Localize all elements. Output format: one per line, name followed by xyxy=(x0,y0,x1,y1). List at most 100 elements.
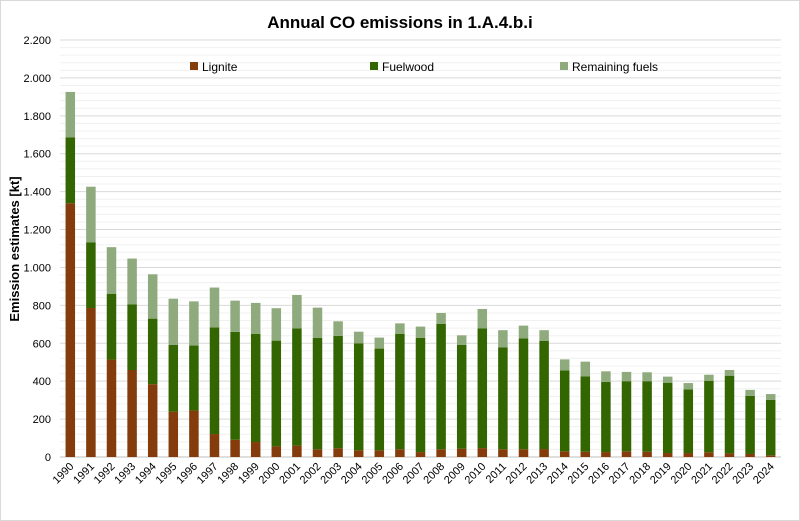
y-tick-label: 400 xyxy=(33,376,51,388)
x-tick-label: 2015 xyxy=(566,461,592,487)
y-tick-label: 2.200 xyxy=(23,35,51,47)
bar-remaining-fuels-1996 xyxy=(189,301,199,346)
bar-fuelwood-2019 xyxy=(662,382,673,454)
bar-remaining-fuels-2004 xyxy=(353,331,364,344)
x-tick-label: 2016 xyxy=(586,461,612,487)
bar-remaining-fuels-2018 xyxy=(642,372,652,382)
x-tick-label: 2021 xyxy=(689,461,715,487)
bar-lignite-2007 xyxy=(415,452,426,457)
y-tick-label: 200 xyxy=(33,414,51,426)
bar-remaining-fuels-2023 xyxy=(745,389,755,396)
bar-fuelwood-2020 xyxy=(683,389,694,454)
bar-lignite-2015 xyxy=(580,451,591,457)
bar-remaining-fuels-2001 xyxy=(292,294,302,329)
bar-fuelwood-2011 xyxy=(498,347,508,450)
bar-remaining-fuels-1999 xyxy=(250,302,261,334)
y-tick-label: 1.200 xyxy=(23,225,51,237)
bar-lignite-2012 xyxy=(518,449,529,457)
bar-fuelwood-2001 xyxy=(292,328,302,446)
x-tick-label: 2019 xyxy=(648,461,674,487)
bar-remaining-fuels-2016 xyxy=(601,371,611,382)
x-tick-label: 2006 xyxy=(380,461,406,487)
bar-remaining-fuels-2014 xyxy=(559,359,570,371)
bar-remaining-fuels-1995 xyxy=(168,298,179,345)
bar-remaining-fuels-1998 xyxy=(230,300,240,332)
bar-fuelwood-2017 xyxy=(621,381,632,452)
bar-lignite-2020 xyxy=(683,453,694,457)
bar-remaining-fuels-2015 xyxy=(580,361,591,377)
x-tick-label: 2011 xyxy=(484,461,509,486)
x-tick-label: 1991 xyxy=(71,461,97,487)
bar-fuelwood-2023 xyxy=(745,395,755,454)
bar-remaining-fuels-2009 xyxy=(456,335,467,345)
x-tick-label: 2023 xyxy=(730,461,756,487)
bar-remaining-fuels-1991 xyxy=(86,186,96,243)
bar-lignite-2016 xyxy=(601,452,611,457)
bar-fuelwood-2014 xyxy=(559,370,570,452)
bar-lignite-2014 xyxy=(559,451,570,457)
bar-fuelwood-2000 xyxy=(271,340,282,447)
x-tick-label: 2003 xyxy=(318,461,344,487)
bar-remaining-fuels-2002 xyxy=(312,307,323,338)
bar-fuelwood-1997 xyxy=(209,327,220,435)
y-tick-label: 1.600 xyxy=(23,149,51,161)
bar-lignite-2005 xyxy=(374,450,385,457)
bar-lignite-1996 xyxy=(189,410,199,457)
bar-lignite-2017 xyxy=(621,451,632,457)
x-tick-label: 1997 xyxy=(195,461,221,487)
bar-fuelwood-1996 xyxy=(189,345,199,411)
x-tick-label: 2008 xyxy=(421,461,447,487)
bar-fuelwood-2022 xyxy=(724,375,735,454)
x-tick-label: 2005 xyxy=(360,461,386,487)
bar-remaining-fuels-1992 xyxy=(106,247,117,294)
bar-fuelwood-1993 xyxy=(127,304,137,370)
y-tick-label: 1.400 xyxy=(23,187,51,199)
y-tick-label: 600 xyxy=(33,338,51,350)
x-tick-label: 2024 xyxy=(751,461,777,487)
bar-remaining-fuels-2021 xyxy=(704,374,714,381)
bar-remaining-fuels-2005 xyxy=(374,337,385,349)
x-tick-label: 2014 xyxy=(545,461,571,487)
bar-remaining-fuels-2007 xyxy=(415,326,426,338)
bar-remaining-fuels-1990 xyxy=(65,91,76,138)
bar-remaining-fuels-2020 xyxy=(683,383,694,390)
x-tick-label: 2000 xyxy=(257,461,283,487)
x-tick-label: 2002 xyxy=(298,461,324,487)
bar-fuelwood-2003 xyxy=(333,335,343,449)
bar-remaining-fuels-2019 xyxy=(662,376,673,383)
x-tick-label: 2004 xyxy=(339,461,365,487)
bar-fuelwood-2005 xyxy=(374,348,385,451)
bar-lignite-2002 xyxy=(312,449,323,457)
bar-lignite-2011 xyxy=(498,449,508,457)
bar-lignite-2024 xyxy=(765,455,776,457)
bar-fuelwood-2013 xyxy=(539,340,549,450)
x-tick-label: 2022 xyxy=(710,461,736,487)
y-axis-ticks: 0 200 400 600 800 1.000 1.200 1.400 1.600 1.800 2.… xyxy=(23,35,51,464)
bar-lignite-2009 xyxy=(456,448,467,457)
bar-fuelwood-2006 xyxy=(395,333,405,450)
bars xyxy=(65,91,776,457)
bar-fuelwood-2010 xyxy=(477,328,488,449)
bar-lignite-2018 xyxy=(642,451,652,457)
y-tick-label: 1.800 xyxy=(23,111,51,123)
bar-lignite-2000 xyxy=(271,446,282,457)
x-tick-label: 1998 xyxy=(215,461,241,487)
bar-lignite-2004 xyxy=(353,450,364,457)
bar-remaining-fuels-2024 xyxy=(765,394,776,400)
x-tick-label: 2018 xyxy=(627,461,653,487)
x-tick-label: 2017 xyxy=(607,461,633,487)
bar-remaining-fuels-1994 xyxy=(147,274,158,319)
bar-fuelwood-2018 xyxy=(642,381,652,452)
bar-fuelwood-2024 xyxy=(765,399,776,456)
bar-remaining-fuels-2011 xyxy=(498,330,508,348)
bar-lignite-2003 xyxy=(333,448,343,457)
legend-swatch xyxy=(190,62,198,70)
x-tick-label: 2001 xyxy=(277,461,303,487)
chart-title: Annual CO emissions in 1.A.4.b.i xyxy=(267,13,532,32)
bar-lignite-1991 xyxy=(86,308,96,457)
x-tick-label: 1992 xyxy=(92,461,118,487)
bar-fuelwood-2002 xyxy=(312,337,323,450)
bar-remaining-fuels-2000 xyxy=(271,308,282,341)
legend: Lignite Fuelwood Remaining fuels xyxy=(190,60,658,74)
bar-lignite-1999 xyxy=(250,442,261,457)
